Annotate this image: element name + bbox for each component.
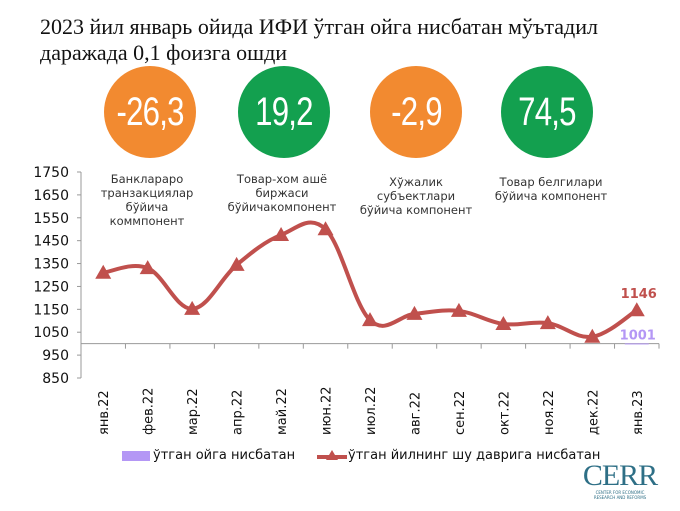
x-tick-label: янв.23 <box>631 390 646 435</box>
x-tick-label: мар.22 <box>186 388 201 435</box>
triangle-marker <box>362 312 378 327</box>
legend-item-line: ўтган йилнинг шу даврига нисбатан <box>316 448 600 463</box>
x-tick-label: май.22 <box>275 388 290 435</box>
triangle-marker <box>450 302 467 317</box>
x-tick-label: июн.22 <box>320 386 335 435</box>
x-tick-label: дек.22 <box>586 389 601 435</box>
note-trademarks: Товар белгилари бўйича компонент <box>494 175 608 203</box>
badge-value: -2,9 <box>390 89 442 134</box>
badge-trademarks: 74,5 <box>501 66 593 158</box>
x-tick-label: сен.22 <box>453 391 468 435</box>
y-tick-label: 1650 <box>33 188 69 204</box>
badge-interbank: -26,3 <box>104 66 196 158</box>
triangle-marker <box>539 315 556 330</box>
x-tick-label: янв.22 <box>97 390 112 435</box>
triangle-marker <box>628 302 645 317</box>
legend-label: ўтган ойга нисбатан <box>153 448 296 463</box>
legend-item-bar: ўтган ойга нисбатан <box>122 448 295 463</box>
y-tick-label: 1750 <box>33 165 69 181</box>
badge-value: 74,5 <box>518 89 576 134</box>
badge-business-entities: -2,9 <box>370 66 462 158</box>
triangle-marker <box>495 315 512 330</box>
triangle-marker <box>317 221 334 236</box>
triangle-marker <box>406 305 423 320</box>
note-interbank: Банклараро транзакциялар бўйича коммпоне… <box>100 172 194 228</box>
y-tick-label: 950 <box>42 348 69 364</box>
y-tick-label: 1250 <box>33 279 69 295</box>
badge-commodity-exchange: 19,2 <box>238 66 330 158</box>
y-tick-label: 1150 <box>33 302 69 318</box>
note-business-entities: Хўжалик субъектлари бўйича компонент <box>359 175 473 217</box>
triangle-marker <box>273 226 290 241</box>
triangle-marker <box>184 300 201 315</box>
triangle-marker <box>584 328 601 343</box>
line-data-label: 1146 <box>621 287 657 302</box>
x-tick-label: апр.22 <box>231 390 246 435</box>
x-tick-label: авг.22 <box>408 392 423 435</box>
triangle-marker <box>228 256 245 271</box>
x-tick-label: окт.22 <box>497 391 512 435</box>
page-title: 2023 йил январь ойида ИФИ ўтган ойга нис… <box>40 14 598 65</box>
y-tick-label: 1450 <box>33 234 69 250</box>
legend-swatch-purple <box>122 450 150 461</box>
bar <box>624 343 649 345</box>
y-tick-label: 1550 <box>33 211 69 227</box>
cerr-logo: CERR CENTER FOR ECONOMIC RESEARCH AND REF… <box>582 459 658 501</box>
legend-label: ўтган йилнинг шу даврига нисбатан <box>348 448 601 463</box>
y-tick-label: 850 <box>42 371 69 387</box>
legend-line-triangle-icon <box>317 449 347 460</box>
note-commodity-exchange: Товар-хом ашё биржаси бўйичакомпонент <box>227 172 337 214</box>
y-tick-label: 1350 <box>33 257 69 273</box>
triangle-marker <box>95 264 112 279</box>
badge-value: -26,3 <box>116 89 184 134</box>
badge-value: 19,2 <box>255 89 313 134</box>
triangle-marker <box>139 260 156 275</box>
y-tick-label: 1050 <box>33 325 69 341</box>
x-tick-label: фев.22 <box>142 388 157 435</box>
x-tick-label: ноя.22 <box>542 390 557 435</box>
bar-data-label: 1001 <box>620 329 656 344</box>
x-tick-label: июл.22 <box>364 387 379 435</box>
